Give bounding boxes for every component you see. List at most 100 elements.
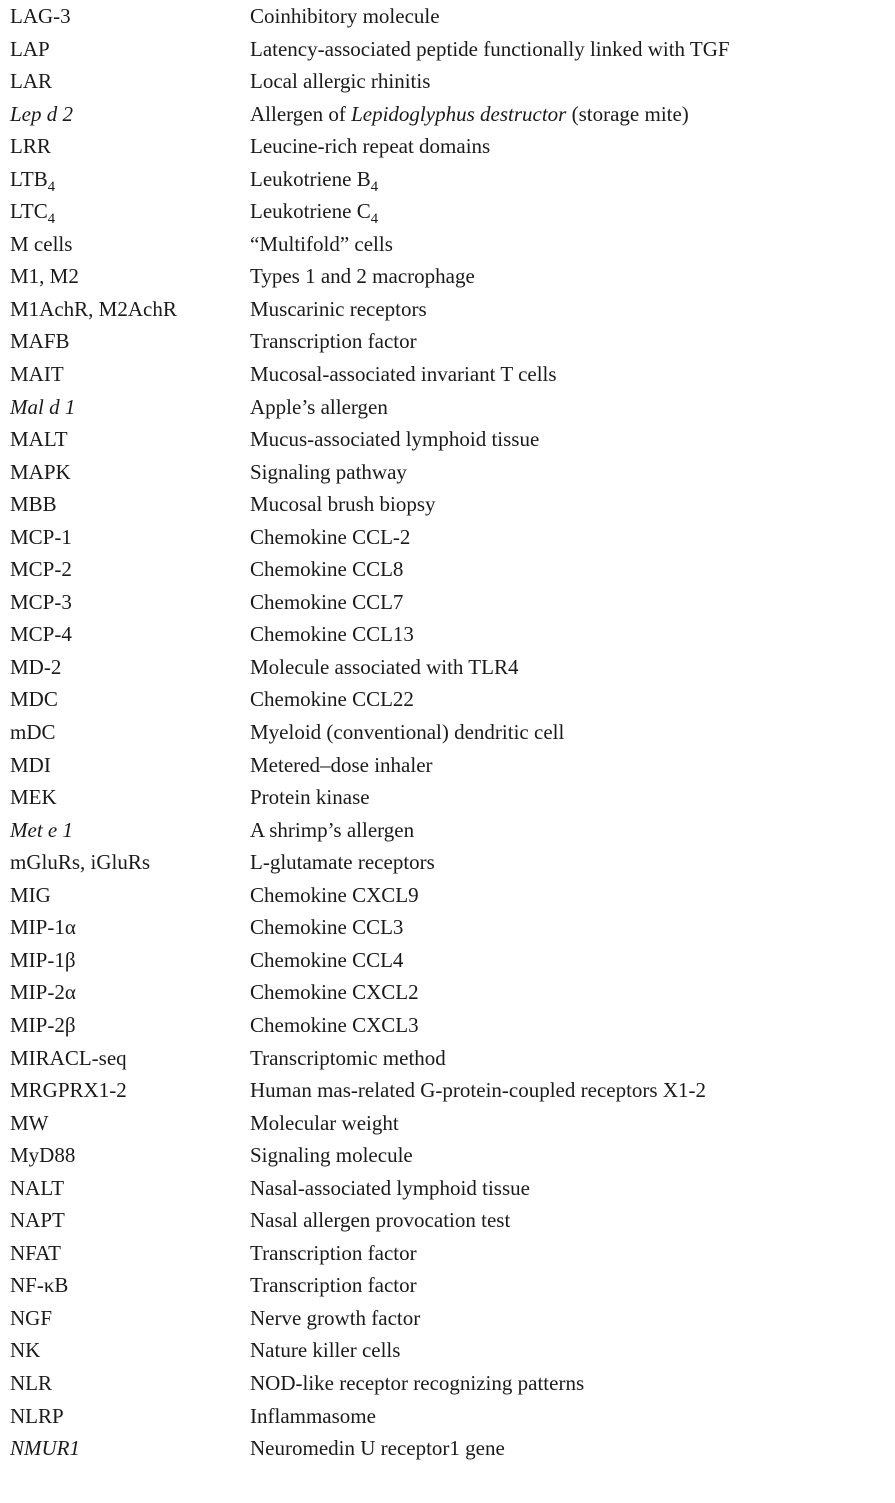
subscript: 4	[47, 211, 56, 228]
abbreviation-definition: Metered–dose inhaler	[250, 752, 433, 777]
definition-text: (storage mite)	[566, 101, 689, 126]
abbreviation-term: MRGPRX1-2	[10, 1078, 127, 1103]
abbreviation-entry: MIP-1α Chemokine CCL3	[0, 911, 895, 944]
abbreviation-term: MIP-1β	[10, 947, 76, 972]
subscript: 4	[370, 178, 379, 195]
abbreviation-definition: Chemokine CXCL3	[250, 1012, 419, 1037]
abbreviation-definition: L-glutamate receptors	[250, 850, 435, 875]
definition-text: Leukotriene B	[250, 166, 371, 191]
abbreviation-definition: Human mas-related G-protein-coupled rece…	[250, 1078, 706, 1103]
abbreviation-entry: MIRACL-seq Transcriptomic method	[0, 1042, 895, 1075]
abbreviation-definition: Chemokine CCL8	[250, 557, 404, 582]
abbreviation-entry: MIP-2α Chemokine CXCL2	[0, 976, 895, 1009]
abbreviation-term: MAIT	[10, 362, 64, 387]
abbreviation-entry: MCP-2 Chemokine CCL8	[0, 553, 895, 586]
abbreviation-definition: Nasal-associated lymphoid tissue	[250, 1175, 530, 1200]
abbreviation-entry: LRR Leucine-rich repeat domains	[0, 130, 895, 163]
abbreviation-entry: NALT Nasal-associated lymphoid tissue	[0, 1172, 895, 1205]
abbreviation-definition: Muscarinic receptors	[250, 296, 427, 321]
abbreviation-definition: Chemokine CCL4	[250, 947, 404, 972]
term-text: LTB	[10, 166, 48, 191]
abbreviation-term: MCP-1	[10, 524, 72, 549]
abbreviation-term: LAR	[10, 69, 52, 94]
abbreviation-definition: Signaling molecule	[250, 1143, 413, 1168]
abbreviation-entry: Lep d 2 Allergen of Lepidoglyphus destru…	[0, 98, 895, 131]
abbreviation-definition: Neuromedin U receptor1 gene	[250, 1436, 505, 1461]
abbreviation-definition: Coinhibitory molecule	[250, 4, 440, 28]
abbreviation-entry: M1, M2 Types 1 and 2 macrophage	[0, 260, 895, 293]
abbreviation-definition: Local allergic rhinitis	[250, 69, 431, 94]
abbreviation-entry: LTB4 Leukotriene B4	[0, 163, 895, 196]
abbreviation-entry: LAP Latency-associated peptide functiona…	[0, 33, 895, 66]
definition-text: Allergen of	[250, 101, 352, 126]
abbreviation-entry: MEK Protein kinase	[0, 781, 895, 814]
abbreviation-term: NF-κB	[10, 1273, 69, 1298]
abbreviation-term: MIRACL-seq	[10, 1045, 127, 1070]
abbreviation-definition: Mucosal-associated invariant T cells	[250, 362, 557, 387]
abbreviation-entry: MCP-1 Chemokine CCL-2	[0, 521, 895, 554]
subscript: 4	[370, 211, 379, 228]
abbreviation-entry: MRGPRX1-2 Human mas-related G-protein-co…	[0, 1074, 895, 1107]
abbreviation-term: MCP-3	[10, 589, 72, 614]
abbreviation-entry: NK Nature killer cells	[0, 1334, 895, 1367]
abbreviation-term: Met e 1	[10, 817, 73, 842]
abbreviation-entry: NFAT Transcription factor	[0, 1237, 895, 1270]
abbreviation-definition: Transcription factor	[250, 1240, 417, 1265]
abbreviation-term: LTB4	[10, 163, 55, 196]
abbreviation-term: MDC	[10, 687, 58, 712]
definition-text: Leukotriene C	[250, 199, 371, 224]
abbreviation-entry: MAPK Signaling pathway	[0, 456, 895, 489]
abbreviation-entry: MW Molecular weight	[0, 1107, 895, 1140]
abbreviation-term: Mal d 1	[10, 394, 76, 419]
abbreviation-term: M cells	[10, 231, 73, 256]
abbreviation-term: LTC4	[10, 195, 55, 228]
abbreviation-term: mGluRs, iGluRs	[10, 850, 151, 875]
abbreviation-definition: Nerve growth factor	[250, 1305, 421, 1330]
term-text: LTC	[10, 199, 48, 224]
abbreviation-term: LAG-3	[10, 4, 71, 28]
abbreviation-term: NMUR1	[10, 1436, 80, 1461]
abbreviation-definition: Nature killer cells	[250, 1338, 401, 1363]
abbreviation-entry: NAPT Nasal allergen provocation test	[0, 1204, 895, 1237]
abbreviation-definition: Latency-associated peptide functionally …	[250, 36, 730, 61]
abbreviation-term: MIP-2β	[10, 1012, 76, 1037]
abbreviation-definition: Molecule associated with TLR4	[250, 654, 519, 679]
abbreviation-definition: Chemokine CCL-2	[250, 524, 411, 549]
abbreviation-term: MAPK	[10, 459, 71, 484]
abbreviation-entry: MIP-2β Chemokine CXCL3	[0, 1009, 895, 1042]
abbreviation-entry: MD-2 Molecule associated with TLR4	[0, 651, 895, 684]
abbreviation-entry: LTC4 Leukotriene C4	[0, 195, 895, 228]
abbreviation-term: NFAT	[10, 1240, 61, 1265]
abbreviation-entry: MCP-3 Chemokine CCL7	[0, 586, 895, 619]
abbreviation-term: MCP-4	[10, 622, 72, 647]
abbreviation-definition: Chemokine CCL3	[250, 915, 404, 940]
abbreviation-entry: mDC Myeloid (conventional) dendritic cel…	[0, 716, 895, 749]
abbreviation-definition: Signaling pathway	[250, 459, 407, 484]
abbreviation-entry: LAG-3 Coinhibitory molecule	[0, 0, 895, 33]
abbreviation-term: MIP-1α	[10, 915, 76, 940]
abbreviation-term: MW	[10, 1110, 49, 1135]
abbreviation-term: MyD88	[10, 1143, 76, 1168]
abbreviation-definition: Allergen of Lepidoglyphus destructor (st…	[250, 98, 689, 131]
abbreviation-entry: NGF Nerve growth factor	[0, 1302, 895, 1335]
abbreviation-list: LAG-3 Coinhibitory molecule LAP Latency-…	[0, 0, 895, 1461]
abbreviation-entry: MBB Mucosal brush biopsy	[0, 488, 895, 521]
abbreviation-entry: MIG Chemokine CXCL9	[0, 879, 895, 912]
abbreviation-definition: Leukotriene B4	[250, 163, 378, 196]
abbreviation-term: MEK	[10, 785, 57, 810]
abbreviation-definition: Inflammasome	[250, 1403, 376, 1428]
abbreviation-entry: MDI Metered–dose inhaler	[0, 749, 895, 782]
abbreviation-term: LRR	[10, 134, 51, 159]
abbreviation-definition: Transcription factor	[250, 329, 417, 354]
abbreviation-definition: Chemokine CCL7	[250, 589, 404, 614]
abbreviation-term: NAPT	[10, 1208, 65, 1233]
abbreviation-term: MIP-2α	[10, 980, 76, 1005]
abbreviation-term: LAP	[10, 36, 50, 61]
abbreviation-definition: A shrimp’s allergen	[250, 817, 415, 842]
abbreviation-definition: Apple’s allergen	[250, 394, 388, 419]
abbreviation-definition: Chemokine CXCL2	[250, 980, 419, 1005]
abbreviation-definition: Molecular weight	[250, 1110, 399, 1135]
abbreviation-entry: NLRP Inflammasome	[0, 1400, 895, 1433]
abbreviation-definition: Leukotriene C4	[250, 195, 378, 228]
species-name: Lepidoglyphus destructor	[351, 101, 567, 126]
